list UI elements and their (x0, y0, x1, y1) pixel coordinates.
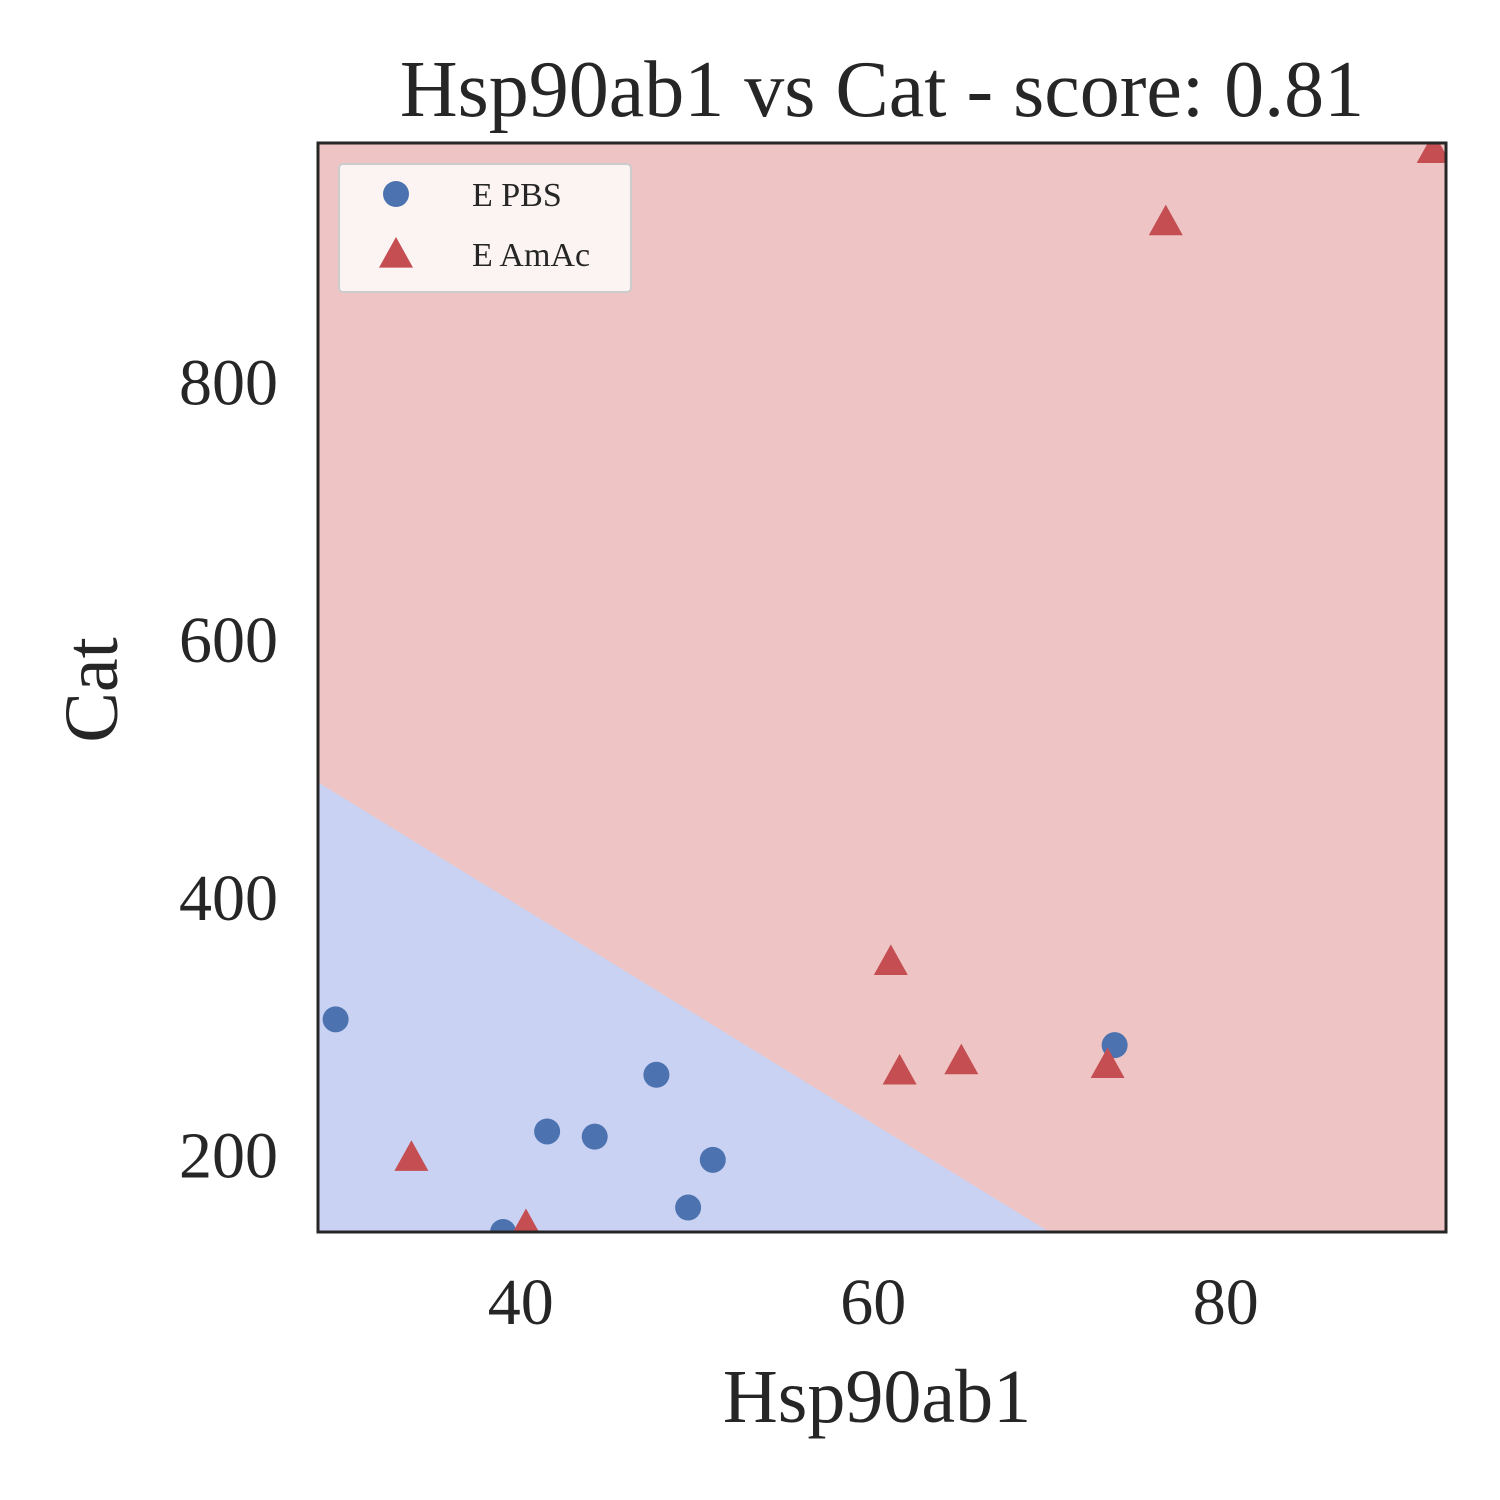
x-tick-label: 60 (840, 1266, 906, 1339)
legend: E PBS E AmAc (338, 163, 632, 293)
point-e-amac (873, 944, 908, 975)
point-e-amac (944, 1043, 979, 1075)
y-axis-label: Cat (50, 637, 134, 743)
point-e-amac (1148, 204, 1183, 236)
chart-title: Hsp90ab1 vs Cat - score: 0.81 (400, 46, 1364, 134)
point-e-pbs (699, 1146, 726, 1173)
x-tick-label: 40 (488, 1266, 554, 1339)
legend-box (338, 163, 632, 293)
point-e-amac (1416, 143, 1446, 164)
point-e-amac (512, 1208, 539, 1232)
decision-regions (318, 143, 1446, 1232)
legend-marker-e-pbs (383, 181, 409, 207)
point-e-amac (1090, 1047, 1125, 1079)
region-e-pbs (318, 782, 1050, 1232)
point-e-amac (394, 1140, 429, 1171)
y-tick-label: 400 (179, 862, 278, 935)
y-tick-label: 600 (179, 604, 278, 677)
point-e-pbs (643, 1061, 670, 1088)
point-e-amac (882, 1053, 917, 1085)
y-tick-label: 800 (179, 346, 278, 419)
legend-marker-e-amac (379, 237, 413, 268)
legend-label: E AmAc (472, 237, 590, 274)
point-e-pbs (675, 1194, 702, 1221)
point-e-pbs (581, 1123, 608, 1150)
point-e-pbs (490, 1219, 517, 1232)
legend-label: E PBS (472, 177, 562, 214)
y-tick-label: 200 (179, 1120, 278, 1193)
y-axis-ticks: 200 400 600 800 (179, 346, 278, 1192)
x-tick-label: 80 (1193, 1266, 1259, 1339)
x-axis-ticks: 40 60 80 (488, 1266, 1259, 1339)
point-e-pbs (322, 1006, 349, 1033)
data-points (322, 143, 1446, 1232)
point-e-pbs (534, 1118, 561, 1145)
plot-frame (316, 141, 1448, 1234)
x-axis-label: Hsp90ab1 (723, 1355, 1031, 1439)
